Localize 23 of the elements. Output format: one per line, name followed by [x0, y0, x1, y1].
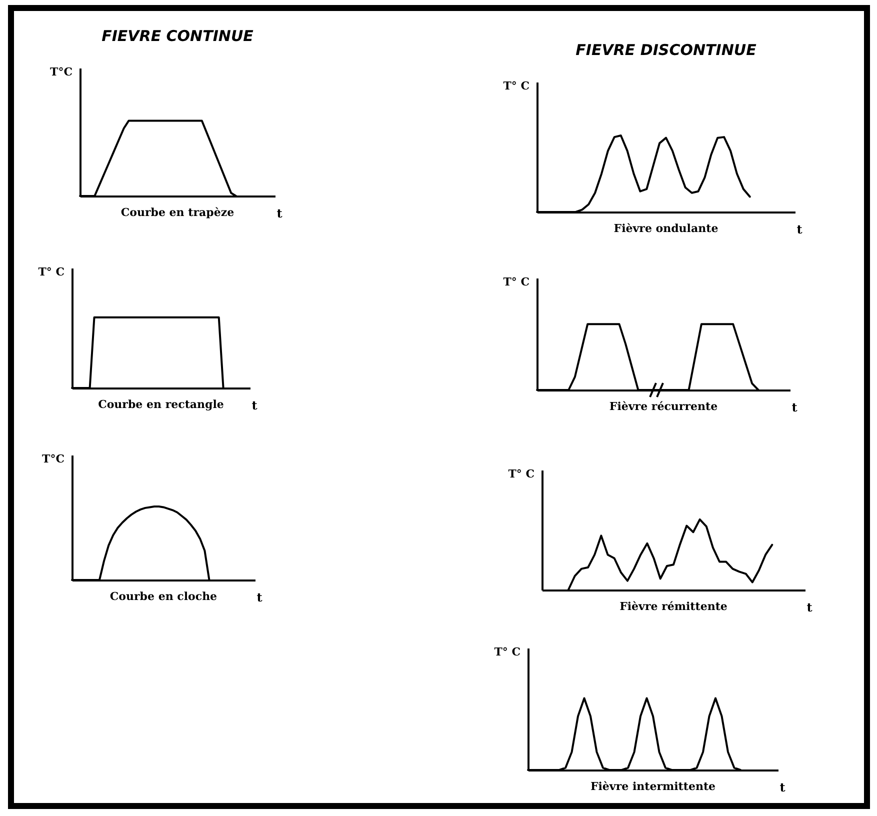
y-axis-title: T° C — [503, 276, 530, 288]
text: Fièvre ondulante — [612, 222, 720, 235]
x-axis-title: t — [792, 400, 798, 414]
chart-title: FIEVRE CONTINUE — [102, 27, 254, 45]
y-axis-title: T° C — [494, 646, 521, 658]
y-axis-title: T°C — [42, 452, 65, 466]
y-axis-title: T° C — [503, 80, 530, 92]
x-axis-title: t — [806, 600, 813, 614]
chart-title: FIEVRE DISCONTINUE — [576, 41, 758, 59]
x-axis-title: t — [796, 222, 803, 236]
text: Fièvre intermittente — [589, 780, 717, 793]
text: Fièvre rémittente — [618, 600, 728, 613]
text: Courbe en cloche — [108, 590, 218, 603]
text: Courbe en trapèze — [120, 206, 236, 219]
x-axis-title: t — [276, 206, 283, 220]
x-axis-title: t — [256, 590, 263, 604]
y-axis-title: T° C — [508, 468, 535, 480]
x-axis-title: t — [780, 780, 786, 794]
y-axis-title: T° C — [38, 266, 65, 278]
y-axis-title: T°C — [50, 66, 73, 78]
text: Fièvre récurrente — [608, 400, 719, 413]
x-axis-title: t — [252, 398, 258, 412]
text: Courbe en rectangle — [97, 398, 225, 411]
